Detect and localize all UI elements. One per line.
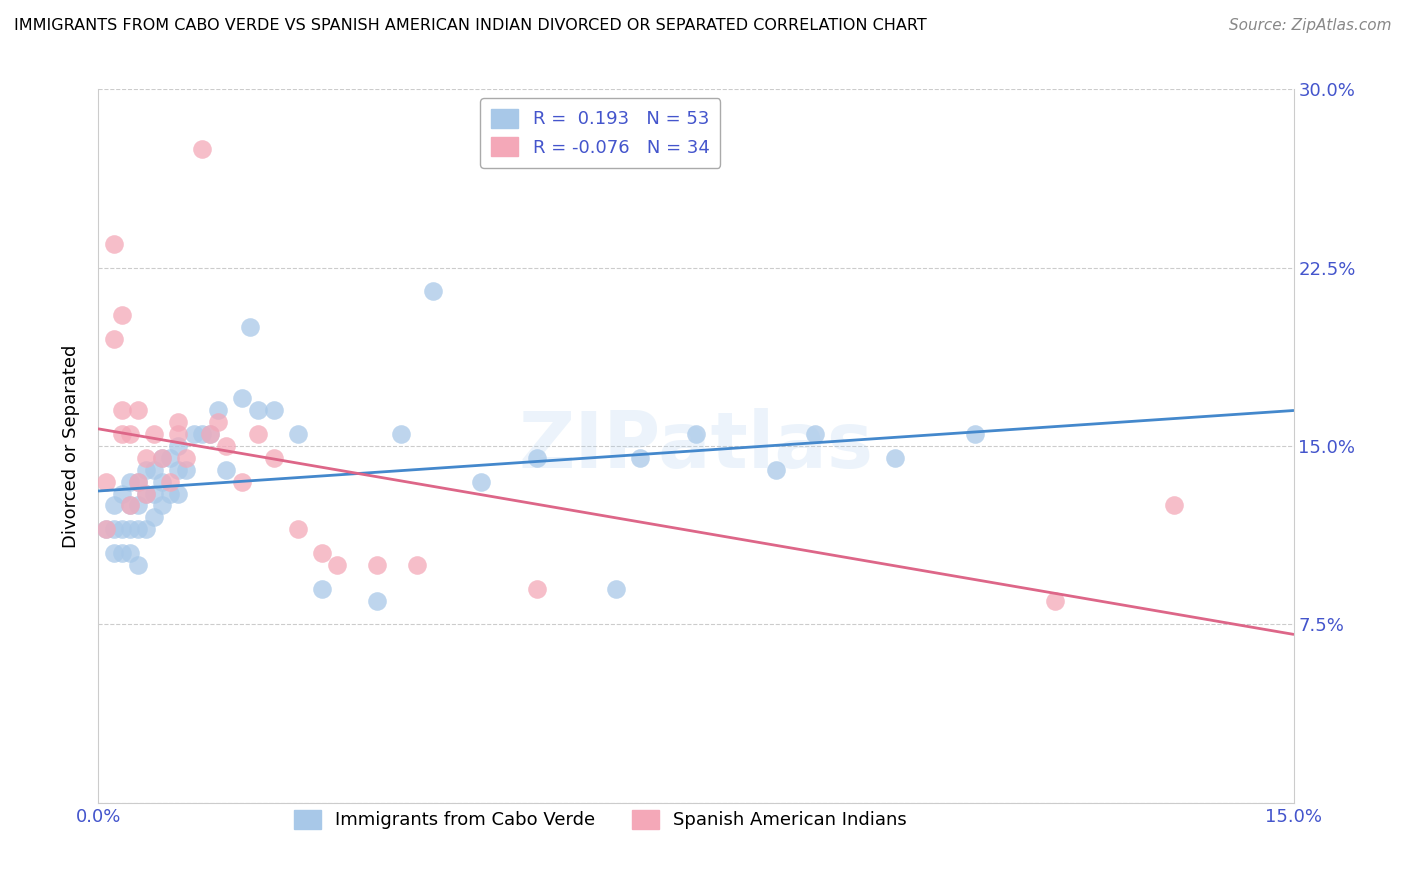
Point: [103, 546, 125, 560]
Point: [183, 427, 205, 442]
Point: [470, 475, 492, 489]
Point: [143, 486, 166, 500]
Point: [103, 499, 125, 513]
Point: [96, 475, 118, 489]
Point: [311, 582, 333, 596]
Point: [111, 522, 134, 536]
Point: [150, 499, 173, 513]
Point: [246, 403, 269, 417]
Point: [159, 450, 181, 465]
Text: Source: ZipAtlas.com: Source: ZipAtlas.com: [1229, 18, 1392, 33]
Point: [143, 463, 166, 477]
Point: [167, 486, 190, 500]
Point: [246, 427, 269, 442]
Point: [150, 475, 173, 489]
Point: [150, 450, 173, 465]
Point: [143, 510, 166, 524]
Point: [366, 593, 388, 607]
Point: [963, 427, 986, 442]
Point: [231, 475, 253, 489]
Point: [103, 236, 125, 251]
Point: [215, 463, 238, 477]
Point: [389, 427, 412, 442]
Point: [1043, 593, 1066, 607]
Point: [311, 546, 333, 560]
Point: [120, 546, 142, 560]
Point: [804, 427, 827, 442]
Point: [135, 522, 157, 536]
Text: ZIPatlas: ZIPatlas: [519, 408, 873, 484]
Point: [422, 285, 444, 299]
Point: [111, 427, 134, 442]
Point: [135, 450, 157, 465]
Point: [191, 427, 214, 442]
Point: [191, 142, 214, 156]
Point: [167, 439, 190, 453]
Point: [135, 463, 157, 477]
Point: [127, 499, 149, 513]
Point: [120, 427, 142, 442]
Point: [685, 427, 707, 442]
Point: [159, 475, 181, 489]
Point: [127, 475, 149, 489]
Y-axis label: Divorced or Separated: Divorced or Separated: [62, 344, 80, 548]
Point: [143, 427, 166, 442]
Point: [174, 463, 197, 477]
Point: [135, 486, 157, 500]
Point: [127, 403, 149, 417]
Point: [120, 522, 142, 536]
Text: IMMIGRANTS FROM CABO VERDE VS SPANISH AMERICAN INDIAN DIVORCED OR SEPARATED CORR: IMMIGRANTS FROM CABO VERDE VS SPANISH AM…: [14, 18, 927, 33]
Point: [366, 558, 388, 572]
Point: [111, 486, 134, 500]
Point: [111, 403, 134, 417]
Legend: Immigrants from Cabo Verde, Spanish American Indians: Immigrants from Cabo Verde, Spanish Amer…: [287, 803, 914, 837]
Point: [127, 522, 149, 536]
Point: [103, 522, 125, 536]
Point: [287, 427, 309, 442]
Point: [120, 499, 142, 513]
Point: [174, 450, 197, 465]
Point: [239, 320, 262, 334]
Point: [127, 475, 149, 489]
Point: [215, 439, 238, 453]
Point: [167, 427, 190, 442]
Point: [406, 558, 429, 572]
Point: [1163, 499, 1185, 513]
Point: [231, 392, 253, 406]
Point: [526, 450, 548, 465]
Point: [198, 427, 221, 442]
Point: [207, 415, 229, 429]
Point: [159, 486, 181, 500]
Point: [167, 463, 190, 477]
Point: [526, 582, 548, 596]
Point: [287, 522, 309, 536]
Point: [765, 463, 787, 477]
Point: [111, 308, 134, 322]
Point: [207, 403, 229, 417]
Point: [96, 522, 118, 536]
Point: [167, 415, 190, 429]
Point: [96, 522, 118, 536]
Point: [263, 450, 285, 465]
Point: [884, 450, 907, 465]
Point: [263, 403, 285, 417]
Point: [605, 582, 627, 596]
Point: [127, 558, 149, 572]
Point: [120, 475, 142, 489]
Point: [135, 486, 157, 500]
Point: [326, 558, 349, 572]
Point: [628, 450, 651, 465]
Point: [198, 427, 221, 442]
Point: [120, 499, 142, 513]
Point: [111, 546, 134, 560]
Point: [103, 332, 125, 346]
Point: [150, 450, 173, 465]
